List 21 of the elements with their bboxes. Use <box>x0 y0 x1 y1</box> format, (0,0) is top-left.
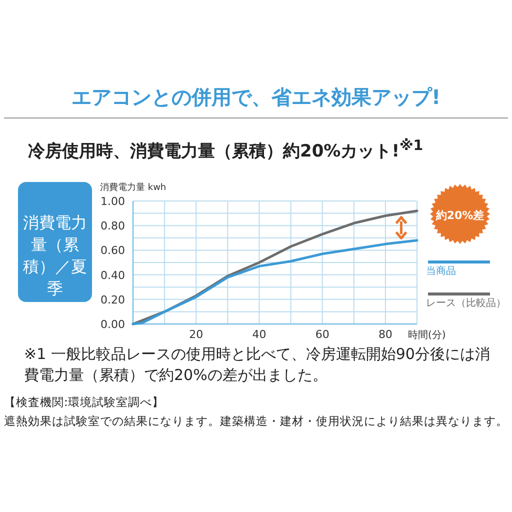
text: 消費電力量（累積）／夏季 <box>22 212 88 300</box>
text: 当商品 <box>426 265 457 278</box>
y-tick-label: 0.00 <box>100 318 125 331</box>
text: ※1 一般比較品レースの使用時と比べて、冷房運転開始90分後には消費電力量（累積）で約20%の差が出ました。 <box>24 344 491 386</box>
y-tick-label: 0.20 <box>100 293 125 306</box>
y-tick-label: 1.00 <box>100 195 125 208</box>
y-axis-title: 消費電力量 kwh <box>100 182 166 193</box>
text: 遮熱効果は試験室での結果になります。建築構造・建材・使用状況により結果は異なります。 <box>4 414 509 429</box>
x-axis-title: 時間(分) <box>408 329 446 341</box>
y-tick-label: 0.60 <box>100 244 125 258</box>
text: 【検査機関:環境試験室調べ】 <box>4 395 165 410</box>
chart-subtitle: 冷房使用時、消費電力量（累積）約20%カット!$^{※1}$ <box>28 138 424 163</box>
y-tick-label: 0.80 <box>100 220 125 233</box>
x-tick-label: 40 <box>252 328 266 341</box>
x-tick-label: 80 <box>378 328 392 341</box>
x-tick-label: 60 <box>315 328 330 341</box>
chart-title: エアコンとの併用で、省エネ効果アップ! <box>70 84 442 111</box>
y-tick-label: 0.40 <box>100 268 125 282</box>
text: 約20%差 <box>434 209 484 222</box>
text: レース（比較品） <box>426 297 507 310</box>
x-tick-label: 20 <box>189 328 204 341</box>
